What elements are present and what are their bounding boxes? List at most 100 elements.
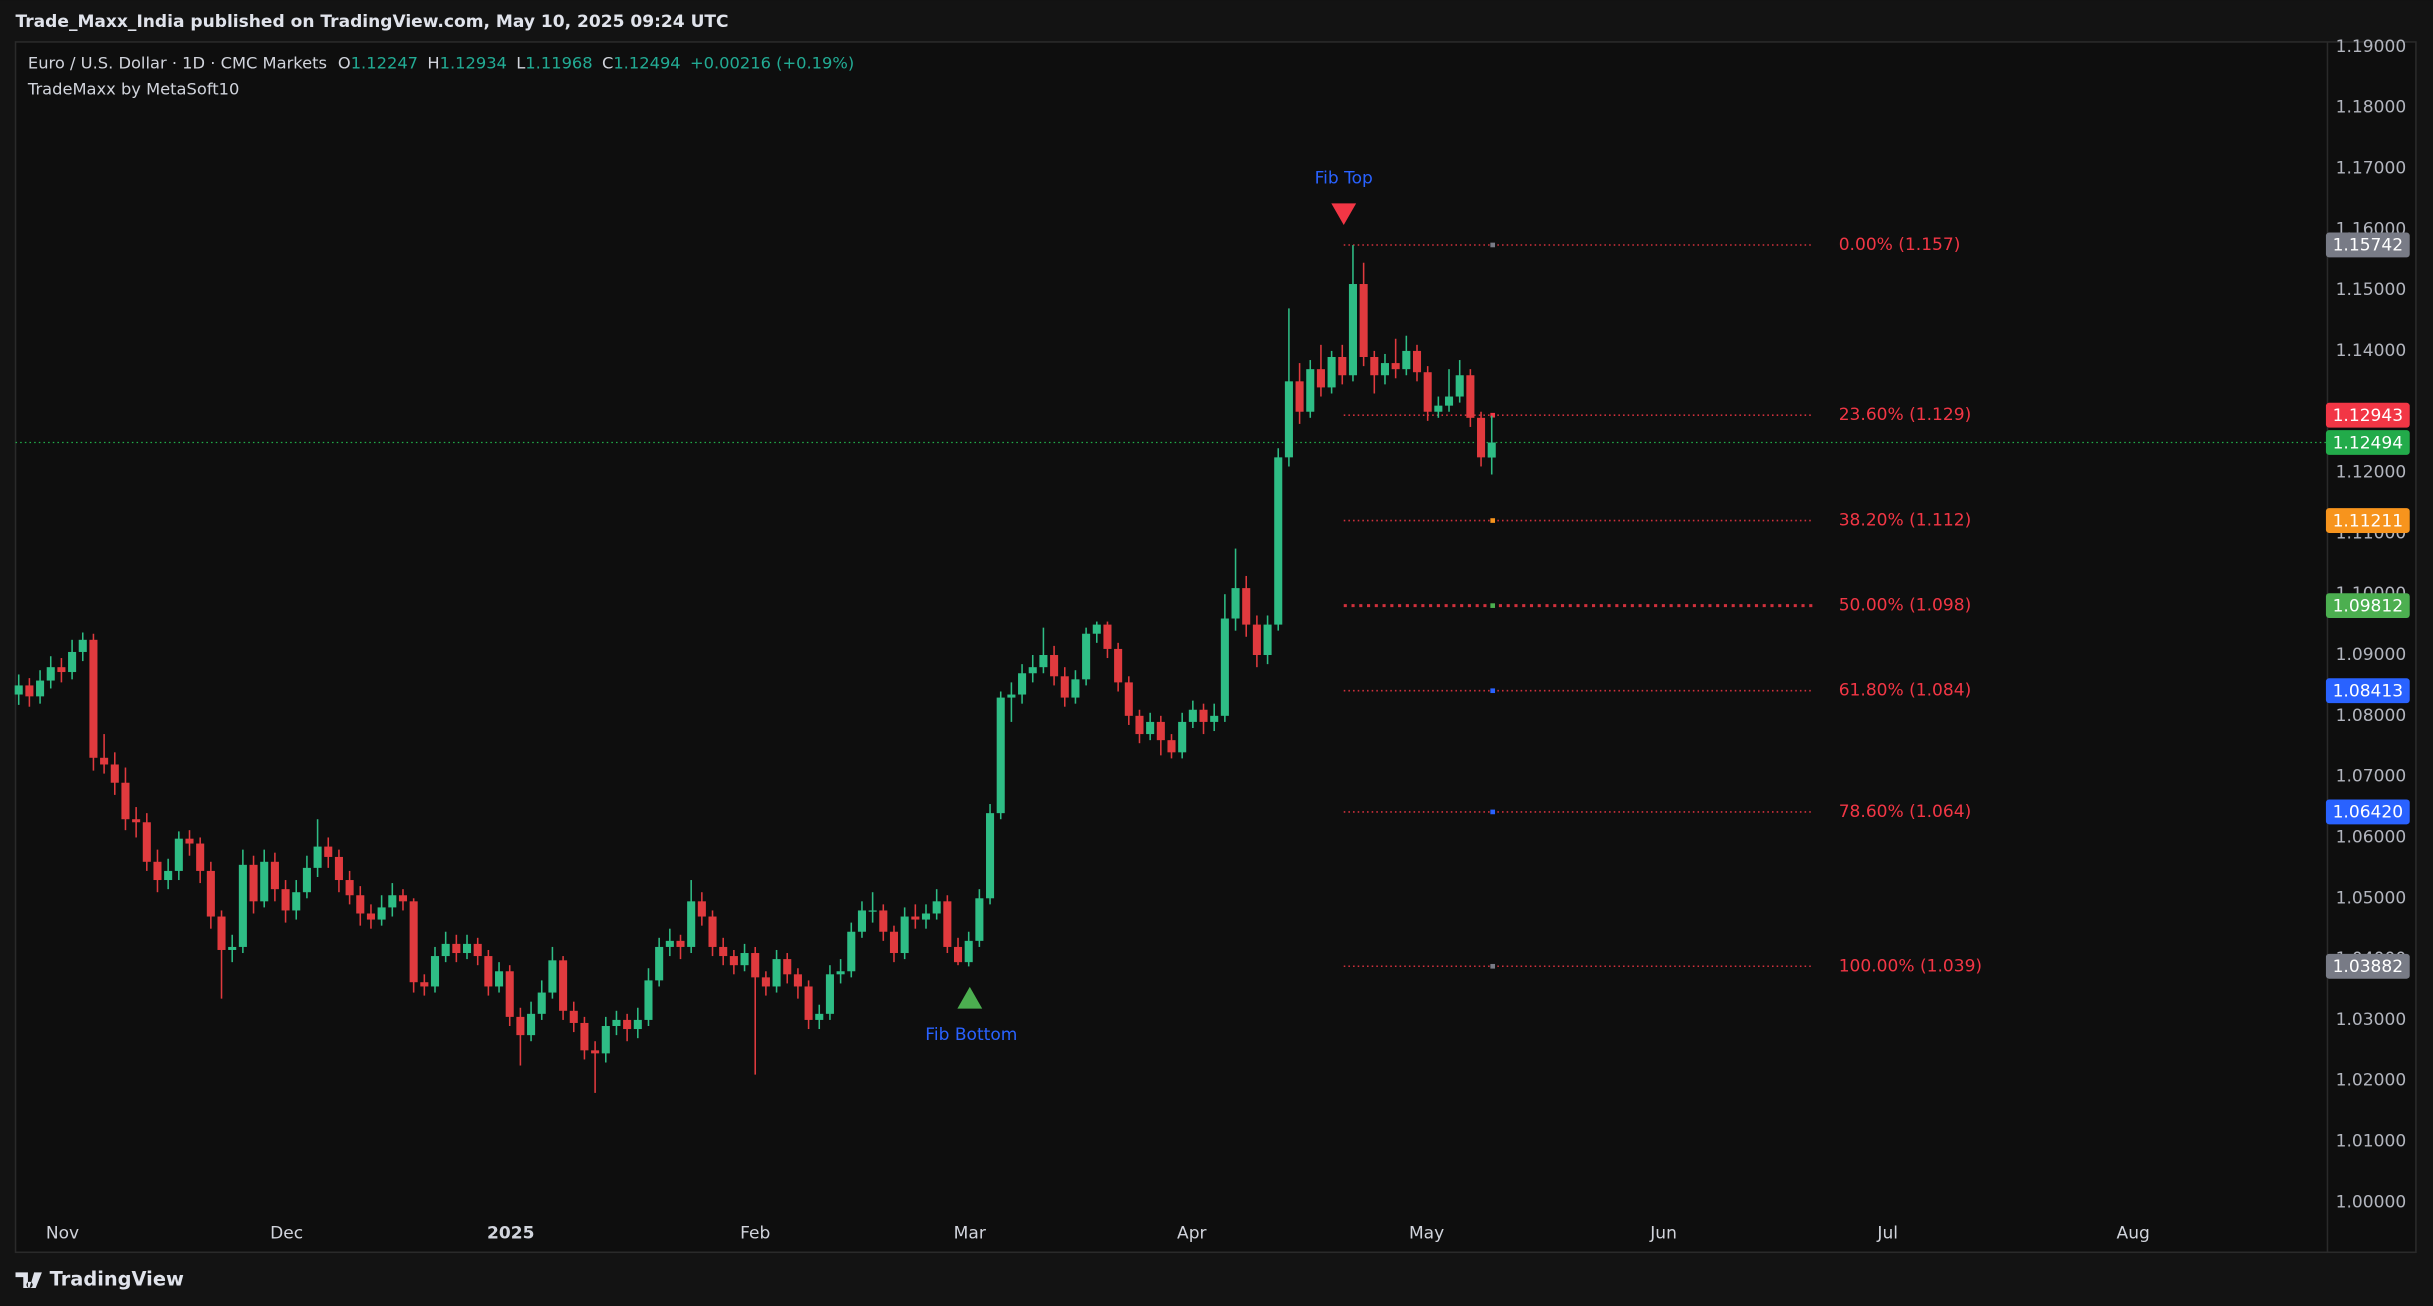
candle-body — [25, 685, 34, 697]
candle-body — [313, 846, 322, 868]
candle-body — [345, 880, 354, 896]
candle-body — [825, 974, 834, 1014]
candle-body — [537, 992, 546, 1014]
legend-value: 1.12247 — [351, 53, 418, 72]
fib-dot — [1490, 518, 1496, 523]
candle-body — [1060, 676, 1069, 698]
candle-body — [665, 940, 674, 947]
candle-body — [292, 892, 301, 911]
candle-body — [1434, 405, 1443, 412]
candle-body — [377, 907, 386, 920]
candle-body — [1263, 624, 1272, 656]
x-tick-label: Aug — [2117, 1224, 2150, 1244]
candle-body — [1167, 740, 1176, 753]
fib-label: 38.20% (1.112) — [1839, 511, 1972, 531]
candle-body — [46, 667, 55, 681]
indicator-name: TradeMaxx by MetaSoft10 — [27, 80, 239, 99]
candle-body — [719, 946, 728, 957]
x-tick-label: May — [1409, 1224, 1444, 1244]
fib-price-tag: 1.06420 — [2333, 803, 2404, 823]
y-tick-label: 1.12000 — [2336, 463, 2407, 483]
fib-top-label: Fib Top — [1315, 169, 1373, 189]
fib-bottom-marker — [957, 986, 983, 1009]
y-tick-label: 1.19000 — [2336, 37, 2407, 57]
candle-body — [900, 916, 909, 954]
candle-body — [281, 889, 290, 911]
candle-body — [1050, 655, 1059, 677]
x-tick-label: Mar — [954, 1224, 987, 1244]
last-price-tag: 1.12494 — [2333, 433, 2404, 453]
candle-body — [1199, 709, 1208, 722]
candle-body — [857, 910, 866, 932]
candle-body — [911, 916, 920, 920]
candle-body — [153, 861, 162, 881]
candle-body — [1306, 369, 1315, 412]
candle-body — [110, 764, 119, 783]
candle-body — [1316, 369, 1325, 388]
fib-price-tag-bg — [2325, 799, 2410, 825]
y-tick-label: 1.07000 — [2336, 767, 2407, 787]
candle-body — [1146, 721, 1155, 735]
candle-body — [740, 953, 749, 966]
candle-body — [1220, 618, 1229, 716]
fib-price-tag-bg — [2325, 678, 2410, 704]
legend-key: H — [427, 53, 439, 72]
x-tick-label: 2025 — [487, 1224, 534, 1244]
fib-price-tag-bg — [2325, 593, 2410, 619]
candle-body — [986, 813, 995, 899]
fib-price-tag: 1.03882 — [2333, 957, 2404, 977]
candle-body — [1071, 679, 1080, 698]
candle-body — [462, 943, 472, 954]
candle-body — [964, 940, 973, 963]
candle-body — [1274, 457, 1283, 625]
y-tick-label: 1.01000 — [2336, 1132, 2407, 1152]
candle-body — [1124, 682, 1133, 716]
candle-body — [260, 861, 269, 902]
candle-body — [1402, 350, 1411, 370]
x-tick-label: Jul — [1876, 1224, 1898, 1244]
candle-body — [1135, 715, 1144, 735]
fib-bottom-label: Fib Bottom — [925, 1025, 1017, 1045]
candle-body — [1252, 624, 1261, 656]
candle-body — [1103, 624, 1112, 649]
candle-body — [569, 1010, 578, 1023]
candle-body — [1370, 356, 1379, 376]
candle-body — [14, 685, 23, 695]
candle-body — [249, 864, 258, 902]
candle-body — [1380, 363, 1390, 376]
candle-body — [409, 901, 418, 983]
candle-body — [398, 895, 408, 902]
candle-body — [1444, 396, 1454, 406]
candle-body — [334, 856, 343, 881]
candle-body — [1082, 633, 1091, 680]
candle-body — [1210, 715, 1219, 722]
candle-body — [68, 651, 77, 673]
candle-body — [1455, 375, 1464, 397]
candle-body — [1477, 417, 1486, 458]
candle-body — [1348, 284, 1357, 376]
candle-body — [78, 639, 87, 652]
candle-body — [527, 1013, 536, 1036]
y-tick-label: 1.03000 — [2336, 1010, 2407, 1030]
candle-body — [366, 913, 375, 920]
x-tick-label: Nov — [46, 1224, 79, 1244]
last-price-tag-bg — [2325, 430, 2410, 455]
candle-body — [591, 1050, 600, 1054]
candle-body — [388, 895, 397, 908]
x-tick-label: Jun — [1649, 1224, 1677, 1244]
publisher: Trade_Maxx_India published on TradingVie… — [16, 12, 729, 32]
fib-dot — [1490, 688, 1496, 694]
candle-body — [761, 977, 770, 987]
x-tick-label: Dec — [270, 1224, 303, 1244]
candle-body — [356, 895, 365, 914]
y-tick-label: 1.14000 — [2336, 341, 2407, 361]
candle-body — [302, 867, 311, 893]
y-tick-label: 1.09000 — [2336, 645, 2407, 665]
candle-body — [1327, 356, 1336, 388]
logo-icon — [15, 1272, 42, 1288]
candle-body — [889, 931, 899, 954]
plot: Euro / U.S. Dollar · 1D · CMC Markets O1.… — [14, 37, 2410, 1244]
candle-body — [548, 960, 557, 993]
legend-key: C — [602, 53, 613, 72]
legend-key: O — [338, 53, 351, 72]
